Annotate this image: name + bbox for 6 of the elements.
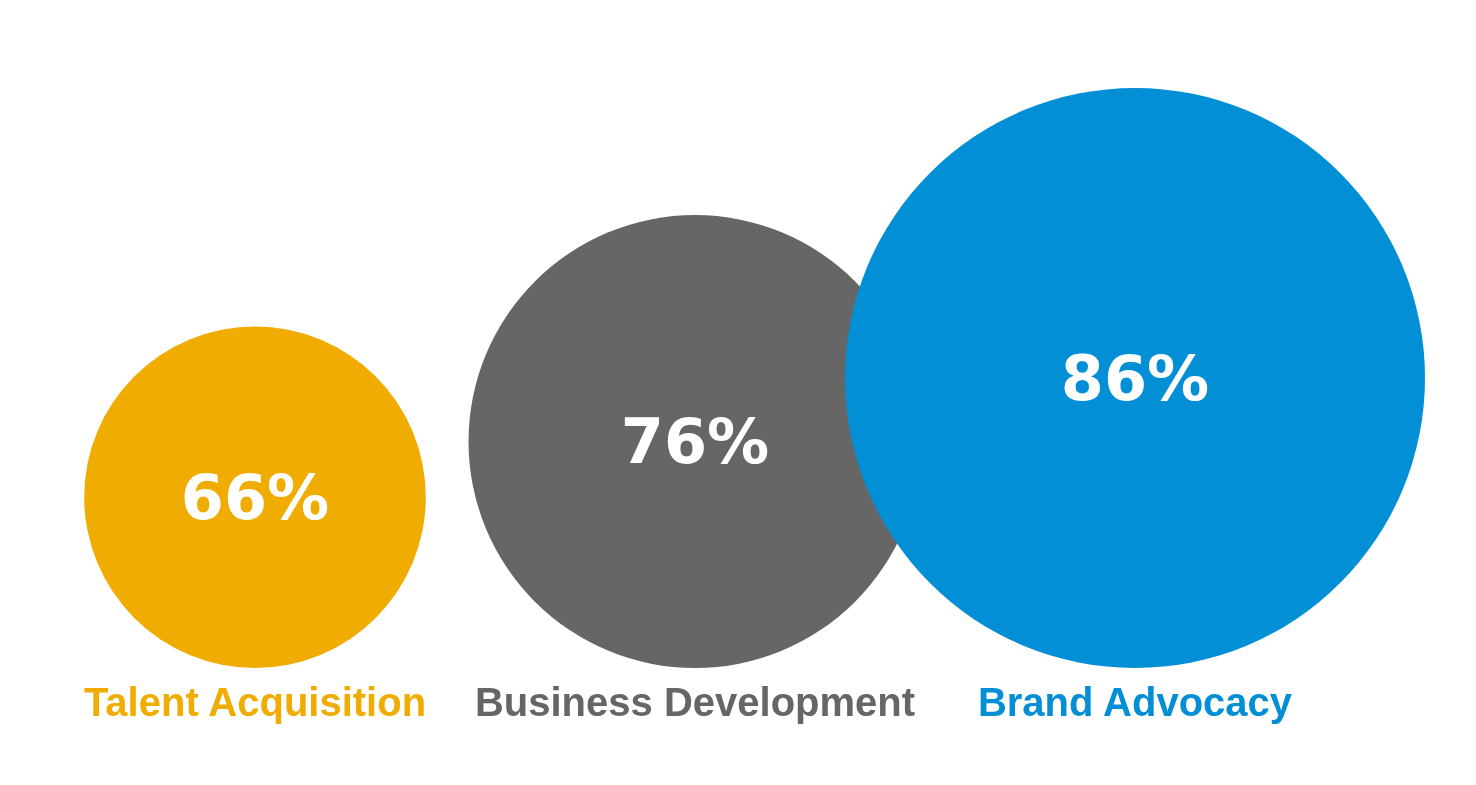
category-label: Business Development — [474, 680, 916, 724]
data-label: 66% — [180, 460, 330, 534]
category-label: Brand Advocacy — [977, 680, 1293, 724]
data-label: 86% — [1060, 341, 1210, 415]
category-label: Talent Acquisition — [83, 680, 427, 724]
data-label: 76% — [620, 405, 770, 479]
